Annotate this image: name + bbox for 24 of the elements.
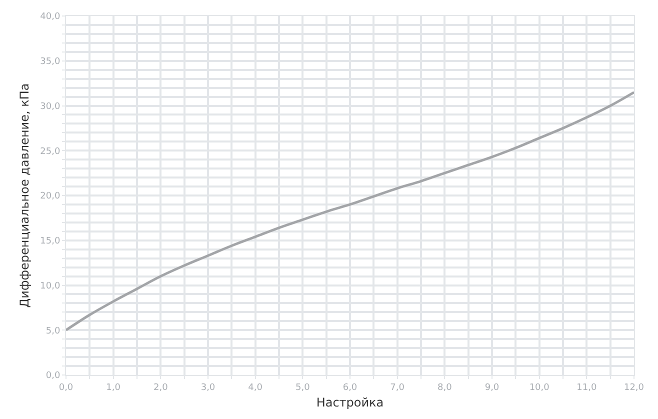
x-tick-label: 10,0 (529, 382, 550, 393)
x-tick-label: 9,0 (484, 382, 500, 393)
x-tick-label: 8,0 (438, 382, 452, 393)
y-tick-label: 35,0 (40, 57, 60, 68)
x-tick-label: 7,0 (390, 382, 405, 393)
x-tick-label: 2,0 (154, 382, 168, 393)
y-tick-label: 40,0 (40, 12, 60, 22)
x-tick-label: 3,0 (200, 382, 216, 393)
y-tick-label: 5,0 (46, 326, 60, 336)
y-tick-label: 0,0 (46, 371, 60, 382)
y-tick-label: 10,0 (40, 281, 60, 292)
x-tick-label: 5,0 (296, 382, 310, 393)
y-tick-label: 25,0 (40, 146, 60, 157)
y-tick-label: 15,0 (40, 236, 60, 247)
x-axis-title: Настройка (316, 396, 384, 410)
y-tick-label: 30,0 (40, 102, 60, 112)
x-tick-label: 11,0 (576, 382, 597, 393)
x-tick-label: 12,0 (624, 382, 644, 393)
x-tick-label: 6,0 (342, 382, 358, 393)
x-tick-label: 0,0 (58, 382, 74, 393)
x-tick-label: 4,0 (248, 382, 263, 393)
y-tick-label: 20,0 (40, 192, 60, 202)
y-axis-title: Дифференциальное давление, кПа (17, 83, 32, 308)
x-tick-label: 1,0 (106, 382, 121, 393)
